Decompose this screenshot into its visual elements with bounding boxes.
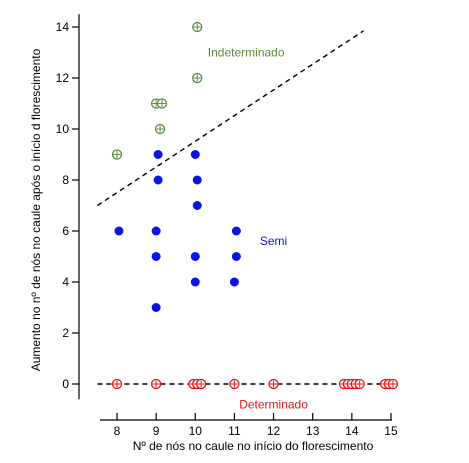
annotation-determinado: Determinado [239,397,308,411]
point-semi [190,252,200,261]
x-tick-label: 15 [384,424,398,438]
point-determinado [268,378,279,390]
point-indeterminado [156,98,168,109]
annotations: Indeterminado Semi Determinado [208,46,308,412]
point-semi [153,150,163,159]
x-tick-label: 11 [228,424,241,438]
annotation-semi: Semi [260,234,287,248]
x-tick-label: 9 [153,424,160,438]
point-semi [231,252,241,261]
point-semi [190,277,200,287]
y-tick-label: 2 [62,326,69,340]
point-semi [192,175,202,185]
point-indeterminado [111,149,123,160]
point-determinado [196,378,207,390]
x-tick-label: 8 [114,424,121,438]
point-semi [151,252,161,261]
x-tick-label: 14 [345,424,359,438]
y-axis-title: Aumento no nº de nós no caule após o iní… [29,48,43,371]
x-axis-title: Nº de nós no caule no início do floresci… [133,439,374,453]
y-tick-label: 4 [62,275,69,289]
y-tick-label: 12 [56,71,70,85]
point-semi [153,175,163,185]
point-semi [151,303,161,312]
point-semi [114,226,124,236]
x-tick-label: 10 [189,424,203,438]
point-determinado [229,378,240,390]
x-tick-label: 12 [267,424,281,438]
point-determinado [354,378,365,390]
point-determinado [111,378,123,390]
dashed-boundary-line [97,30,364,207]
point-semi [151,226,161,236]
y-tick-label: 14 [56,20,70,34]
point-indeterminado [192,21,203,33]
y-tick-label: 0 [62,377,69,391]
annotation-indeterminado: Indeterminado [208,46,285,60]
point-indeterminado [192,72,203,84]
reference-lines [97,30,395,385]
point-semi [190,150,200,159]
point-semi [229,277,239,287]
y-tick-label: 10 [56,122,70,136]
data-points [111,21,399,390]
point-determinado [150,378,162,390]
x-tick-label: 13 [306,424,320,438]
y-tick-label: 6 [62,224,69,238]
point-indeterminado [154,123,166,135]
point-determinado [387,378,399,390]
point-semi [231,226,241,236]
y-tick-label: 8 [62,173,69,187]
point-semi [192,201,202,210]
axes: 0 2 4 6 8 10 12 14 8 9 10 11 12 13 14 15 [56,14,398,438]
